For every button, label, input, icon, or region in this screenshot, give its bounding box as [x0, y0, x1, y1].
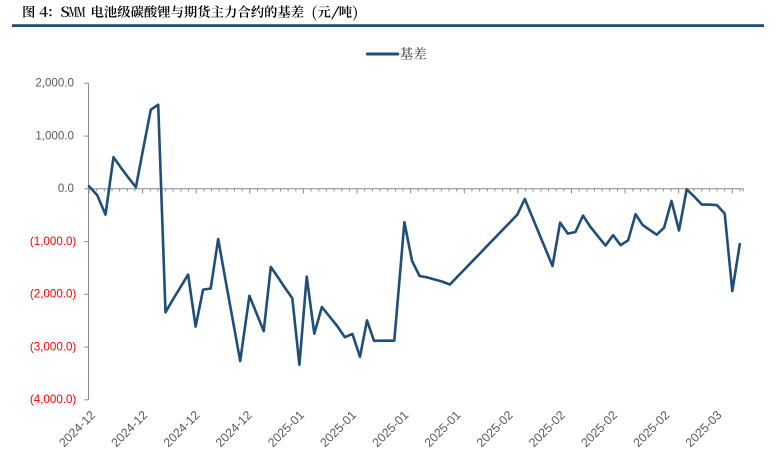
svg-text:(4,000.0): (4,000.0): [30, 393, 77, 406]
svg-text:0.0: 0.0: [58, 182, 74, 195]
svg-text:(1,000.0): (1,000.0): [30, 235, 77, 248]
svg-text:1,000.0: 1,000.0: [35, 129, 74, 142]
svg-text:(3,000.0): (3,000.0): [30, 340, 77, 353]
svg-text:2,000.0: 2,000.0: [35, 77, 74, 90]
svg-text:(2,000.0): (2,000.0): [30, 288, 77, 301]
